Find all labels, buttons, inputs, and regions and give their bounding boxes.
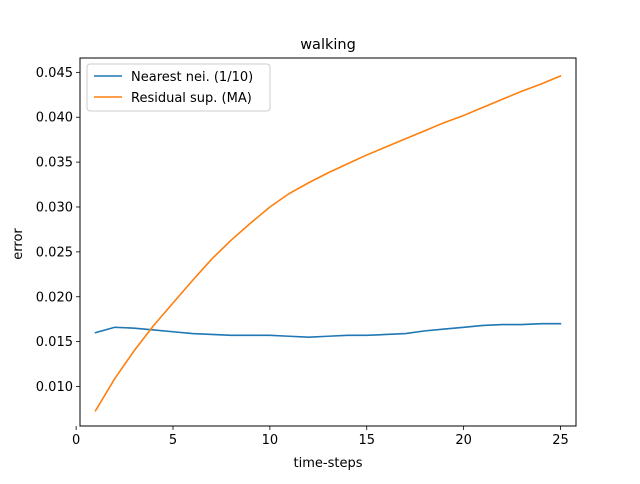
y-axis-label: error bbox=[11, 228, 26, 260]
plot-area-frame bbox=[79, 57, 577, 427]
legend-label-nearest: Nearest nei. (1/10) bbox=[131, 70, 253, 85]
x-tick-label: 15 bbox=[358, 433, 375, 448]
x-tick-label: 0 bbox=[72, 433, 80, 448]
series-line-nearest-neighbor bbox=[94, 322, 562, 338]
y-tick-label: 0.015 bbox=[36, 335, 73, 350]
x-tick-label: 5 bbox=[169, 433, 177, 448]
y-tick-label: 0.025 bbox=[36, 245, 73, 260]
legend: Nearest nei. (1/10) Residual sup. (MA) bbox=[86, 63, 271, 112]
chart-title: walking bbox=[300, 37, 356, 53]
x-axis-label: time-steps bbox=[294, 456, 363, 471]
y-tick-label: 0.035 bbox=[36, 156, 73, 171]
y-tick-label: 0.030 bbox=[36, 200, 73, 215]
y-tick-label: 0.045 bbox=[36, 66, 73, 81]
x-tick-label: 25 bbox=[552, 433, 569, 448]
y-tick-label: 0.040 bbox=[36, 111, 73, 126]
legend-label-residual: Residual sup. (MA) bbox=[131, 91, 252, 106]
x-tick-label: 20 bbox=[455, 433, 472, 448]
x-tick-label: 10 bbox=[262, 433, 279, 448]
y-tick-label: 0.020 bbox=[36, 290, 73, 305]
legend-box bbox=[86, 63, 271, 112]
series-line-residual-sup bbox=[94, 74, 562, 412]
y-tick-label: 0.010 bbox=[36, 380, 73, 395]
